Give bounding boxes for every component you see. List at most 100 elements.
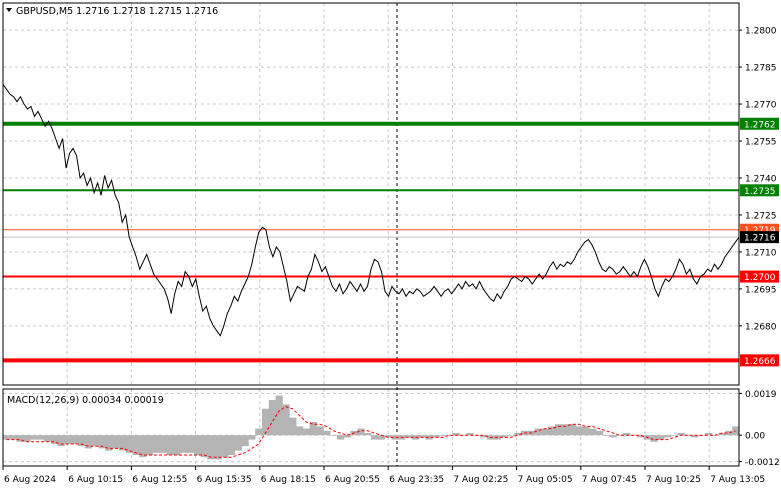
time-axis-tick-label: 7 Aug 13:05 (710, 475, 765, 485)
macd-histogram-bar (664, 435, 672, 438)
macd-histogram-bar (309, 422, 317, 436)
macd-histogram-bar (466, 433, 474, 436)
macd-histogram-bar (268, 400, 276, 436)
macd-histogram-bar (568, 424, 576, 436)
macd-histogram-bar (159, 435, 167, 453)
price-axis-tick-label: 1.2755 (745, 138, 777, 148)
macd-histogram-bar (180, 435, 188, 453)
macd-histogram-bar (582, 426, 590, 436)
macd-histogram-bar (3, 435, 11, 440)
price-pane-frame (2, 2, 740, 386)
macd-histogram-bar (670, 435, 679, 436)
macd-histogram-bar (330, 435, 338, 436)
price-axis-tick-label: 1.2740 (745, 174, 777, 184)
macd-histogram-bar (445, 435, 454, 436)
macd-histogram-bar (98, 435, 106, 449)
macd-histogram-bar (91, 435, 99, 447)
macd-histogram-bar (316, 426, 324, 436)
macd-histogram-bar (548, 426, 556, 436)
macd-histogram-bar (221, 435, 229, 458)
macd-histogram-bar (364, 433, 372, 436)
macd-histogram-bar (650, 435, 658, 442)
macd-histogram-bar (616, 435, 624, 436)
macd-histogram-bar (241, 435, 249, 447)
macd-histogram-bar (50, 435, 58, 444)
macd-histogram-bar (561, 424, 570, 436)
macd-histogram-bar (684, 435, 692, 436)
macd-histogram-bar (609, 435, 617, 438)
time-axis-tick-label: 6 Aug 12:55 (132, 475, 187, 485)
time-axis-tick-label: 6 Aug 20:55 (325, 475, 380, 485)
macd-histogram-bar (336, 435, 345, 440)
macd-histogram-bar (275, 395, 283, 436)
macd-histogram-bar (166, 435, 174, 455)
macd-histogram-bar (534, 428, 542, 436)
macd-histogram-bar (418, 435, 426, 438)
price-axis-tick-label: 1.2680 (745, 322, 777, 332)
macd-histogram-bar (9, 435, 18, 440)
macd-histogram-bar (343, 435, 351, 438)
macd-histogram-bar (704, 433, 713, 436)
level-price-tag (740, 184, 779, 197)
time-axis-tick-label: 7 Aug 10:25 (646, 475, 701, 485)
macd-histogram-bar (112, 435, 120, 449)
macd-histogram-bar (507, 435, 515, 436)
macd-histogram-bar (677, 433, 685, 436)
macd-axis-tick-label: 0.00 (745, 432, 765, 442)
price-axis-tick-label: 1.2785 (745, 64, 777, 74)
macd-histogram-bar (23, 435, 31, 442)
macd-histogram-bar (200, 435, 208, 458)
macd-histogram-bar (371, 435, 379, 440)
macd-histogram-bar (289, 417, 297, 436)
time-axis-tick-label: 6 Aug 10:15 (68, 475, 123, 485)
macd-histogram-bar (37, 435, 45, 440)
macd-histogram-bar (432, 435, 440, 438)
macd-histogram-bar (377, 435, 386, 440)
time-axis-tick-label: 6 Aug 15:35 (197, 475, 252, 485)
macd-histogram-bar (636, 435, 644, 438)
macd-histogram-bar (575, 426, 583, 436)
time-axis-tick-label: 7 Aug 05:05 (518, 475, 573, 485)
level-price-tag (740, 270, 779, 283)
macd-histogram-bar (64, 435, 72, 444)
macd-histogram-bar (152, 435, 161, 453)
macd-histogram-bar (125, 435, 133, 453)
time-axis-tick-label: 7 Aug 02:25 (453, 475, 508, 485)
current-price-tag (740, 231, 779, 244)
macd-pane-frame (2, 388, 740, 467)
macd-histogram-bar (691, 435, 699, 438)
macd-histogram-bar (187, 435, 195, 453)
level-price-tag-label: 1.2666 (744, 357, 776, 367)
macd-histogram-bar (118, 435, 127, 451)
collapse-triangle-icon (6, 8, 12, 12)
macd-histogram-bar (357, 428, 365, 436)
level-price-tag-label: 1.2762 (744, 120, 776, 130)
macd-histogram-bar (589, 428, 597, 436)
macd-histogram-bar (452, 433, 460, 436)
time-axis-tick-label: 6 Aug 18:15 (261, 475, 316, 485)
macd-histogram-bar (623, 433, 631, 436)
macd-histogram-bar (146, 435, 154, 455)
macd-histogram-bar (227, 435, 236, 455)
price-axis-tick-label: 1.2710 (745, 248, 777, 258)
macd-histogram-bar (541, 428, 549, 436)
price-axis-tick-label: 1.2770 (745, 101, 777, 111)
macd-histogram-bar (214, 435, 222, 460)
level-price-tag-label: 1.2735 (744, 187, 776, 197)
time-axis-tick-label: 6 Aug 2024 (4, 475, 56, 485)
level-price-tag-label: 1.2700 (744, 273, 776, 283)
macd-histogram-bar (261, 408, 270, 436)
macd-histogram-bar (43, 435, 52, 442)
macd-axis-tick-label: 0.0019 (745, 390, 777, 400)
macd-histogram-bar (602, 435, 610, 436)
time-axis-tick-label: 7 Aug 07:45 (582, 475, 637, 485)
macd-histogram-bar (248, 435, 256, 440)
time-axis-tick-label: 6 Aug 23:35 (389, 475, 444, 485)
macd-header: MACD(12,26,9) 0.00034 0.00019 (7, 395, 164, 406)
macd-histogram-bar (71, 435, 79, 444)
macd-signal-line (6, 406, 736, 458)
macd-histogram-bar (282, 404, 290, 436)
macd-histogram-bar (105, 435, 113, 451)
